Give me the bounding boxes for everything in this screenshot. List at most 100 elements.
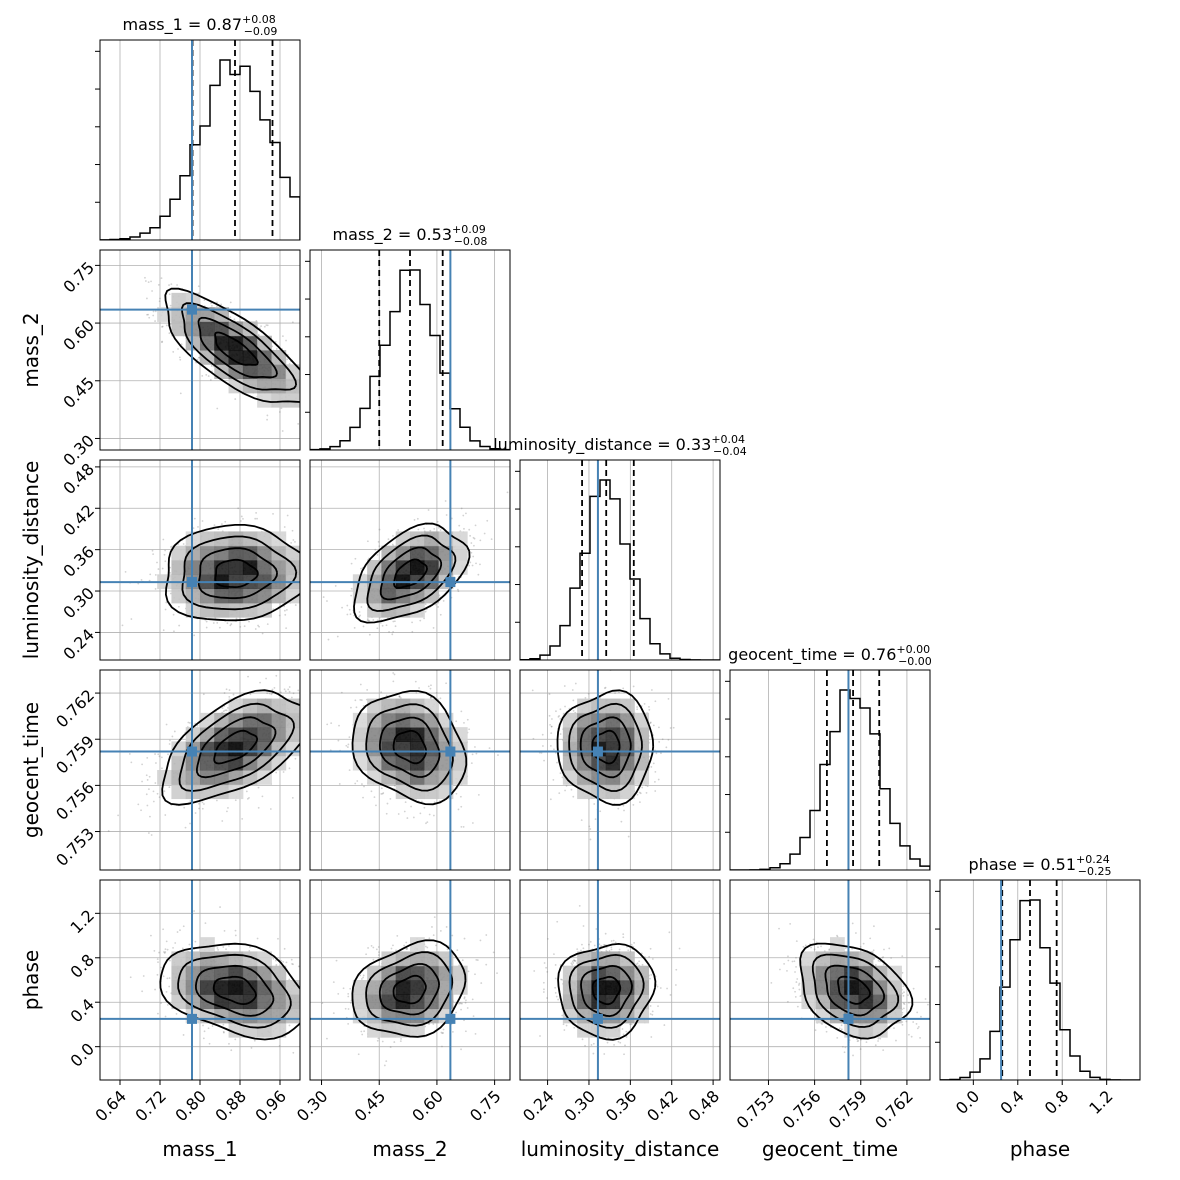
contour-line [353, 522, 471, 624]
sample-point [144, 280, 147, 282]
panel-frame [99, 39, 301, 241]
sample-point [146, 804, 149, 807]
density-cell [410, 698, 425, 714]
sample-point [274, 340, 277, 343]
sample-point [288, 686, 291, 688]
sample-point [144, 276, 146, 279]
sample-point [483, 532, 486, 535]
sample-point [128, 753, 131, 755]
sample-point [229, 316, 232, 319]
sample-point [301, 714, 303, 716]
density-cell [271, 755, 287, 771]
sample-point [324, 570, 326, 572]
sample-point [291, 796, 294, 799]
sample-point [152, 314, 155, 317]
scatter-panel-luminosity_distance-vs-geocent_time [519, 669, 721, 871]
sample-point [225, 709, 228, 712]
sample-point [248, 620, 250, 623]
sample-point [188, 722, 191, 724]
sample-point [284, 613, 287, 616]
sample-point [179, 392, 182, 395]
sample-point [311, 403, 313, 405]
sample-point [303, 569, 305, 571]
sample-point [165, 601, 168, 604]
sample-point [152, 310, 155, 313]
density-cell [367, 588, 382, 604]
sample-point [472, 555, 475, 558]
sample-point [468, 528, 471, 531]
contour-line [379, 546, 443, 601]
hist-panel-mass_2: mass_2 = 0.53+0.09 −0.08 [305, 223, 511, 451]
sample-point [218, 626, 221, 629]
sample-point [288, 767, 291, 770]
density-cell [228, 335, 244, 351]
density-cell [214, 560, 230, 575]
sample-point [302, 376, 304, 378]
sample-point [488, 747, 491, 750]
sample-point [152, 790, 155, 793]
sample-point [154, 310, 157, 313]
y-tick-label: 0.30 [59, 431, 98, 470]
sample-point [429, 687, 432, 690]
y-tick-label: 0.36 [59, 542, 98, 581]
panel-frame [519, 459, 721, 661]
sample-point [294, 757, 297, 760]
sample-point [162, 629, 165, 632]
sample-point [332, 426, 334, 428]
sample-point [130, 761, 133, 764]
sample-point [341, 694, 343, 696]
sample-point [506, 491, 509, 494]
sample-point [117, 814, 120, 817]
sample-point [239, 625, 242, 628]
sample-point [462, 825, 465, 828]
sample-point [164, 814, 167, 816]
sample-point [374, 548, 377, 551]
sample-point [197, 526, 199, 528]
sample-point [170, 283, 173, 286]
sample-point [346, 559, 348, 561]
density-cell [228, 350, 244, 365]
sample-point [330, 722, 333, 725]
sample-point [225, 688, 228, 691]
density-cell [228, 588, 244, 604]
sample-point [360, 699, 363, 701]
density-cell [424, 588, 440, 604]
panel-title: mass_1 = 0.87+0.08 −0.09 [123, 13, 278, 38]
sample-point [169, 572, 172, 574]
y-axis-label-geocent_time: geocent_time [19, 702, 43, 838]
sample-point [271, 688, 274, 691]
sample-point [353, 627, 356, 629]
density-cell [200, 602, 215, 618]
density-cell [381, 712, 397, 728]
panel-frame [99, 459, 301, 661]
sample-point [255, 320, 258, 322]
density-cell [171, 321, 187, 337]
sample-point [571, 689, 574, 691]
sample-point [207, 375, 210, 377]
sample-point [549, 798, 552, 801]
sample-point [432, 627, 435, 629]
sample-point [157, 568, 160, 570]
contour-line [161, 689, 300, 806]
sample-point [429, 696, 432, 699]
sample-point [570, 788, 573, 791]
sample-point [184, 826, 187, 829]
sample-point [154, 753, 156, 755]
sample-point [397, 529, 400, 531]
sample-point [203, 299, 206, 302]
sample-point [216, 621, 219, 624]
sample-point [471, 753, 474, 756]
sample-point [275, 771, 278, 774]
sample-point [140, 809, 142, 812]
sample-point [468, 564, 470, 567]
sample-point [315, 721, 317, 723]
sample-point [336, 411, 338, 413]
density-cell [200, 784, 215, 800]
sample-point [147, 281, 150, 284]
density-cell [285, 392, 300, 408]
sample-point [348, 736, 351, 739]
sample-point [156, 561, 158, 564]
sample-point [140, 579, 143, 581]
sample-point [173, 630, 175, 633]
sample-point [283, 688, 286, 691]
